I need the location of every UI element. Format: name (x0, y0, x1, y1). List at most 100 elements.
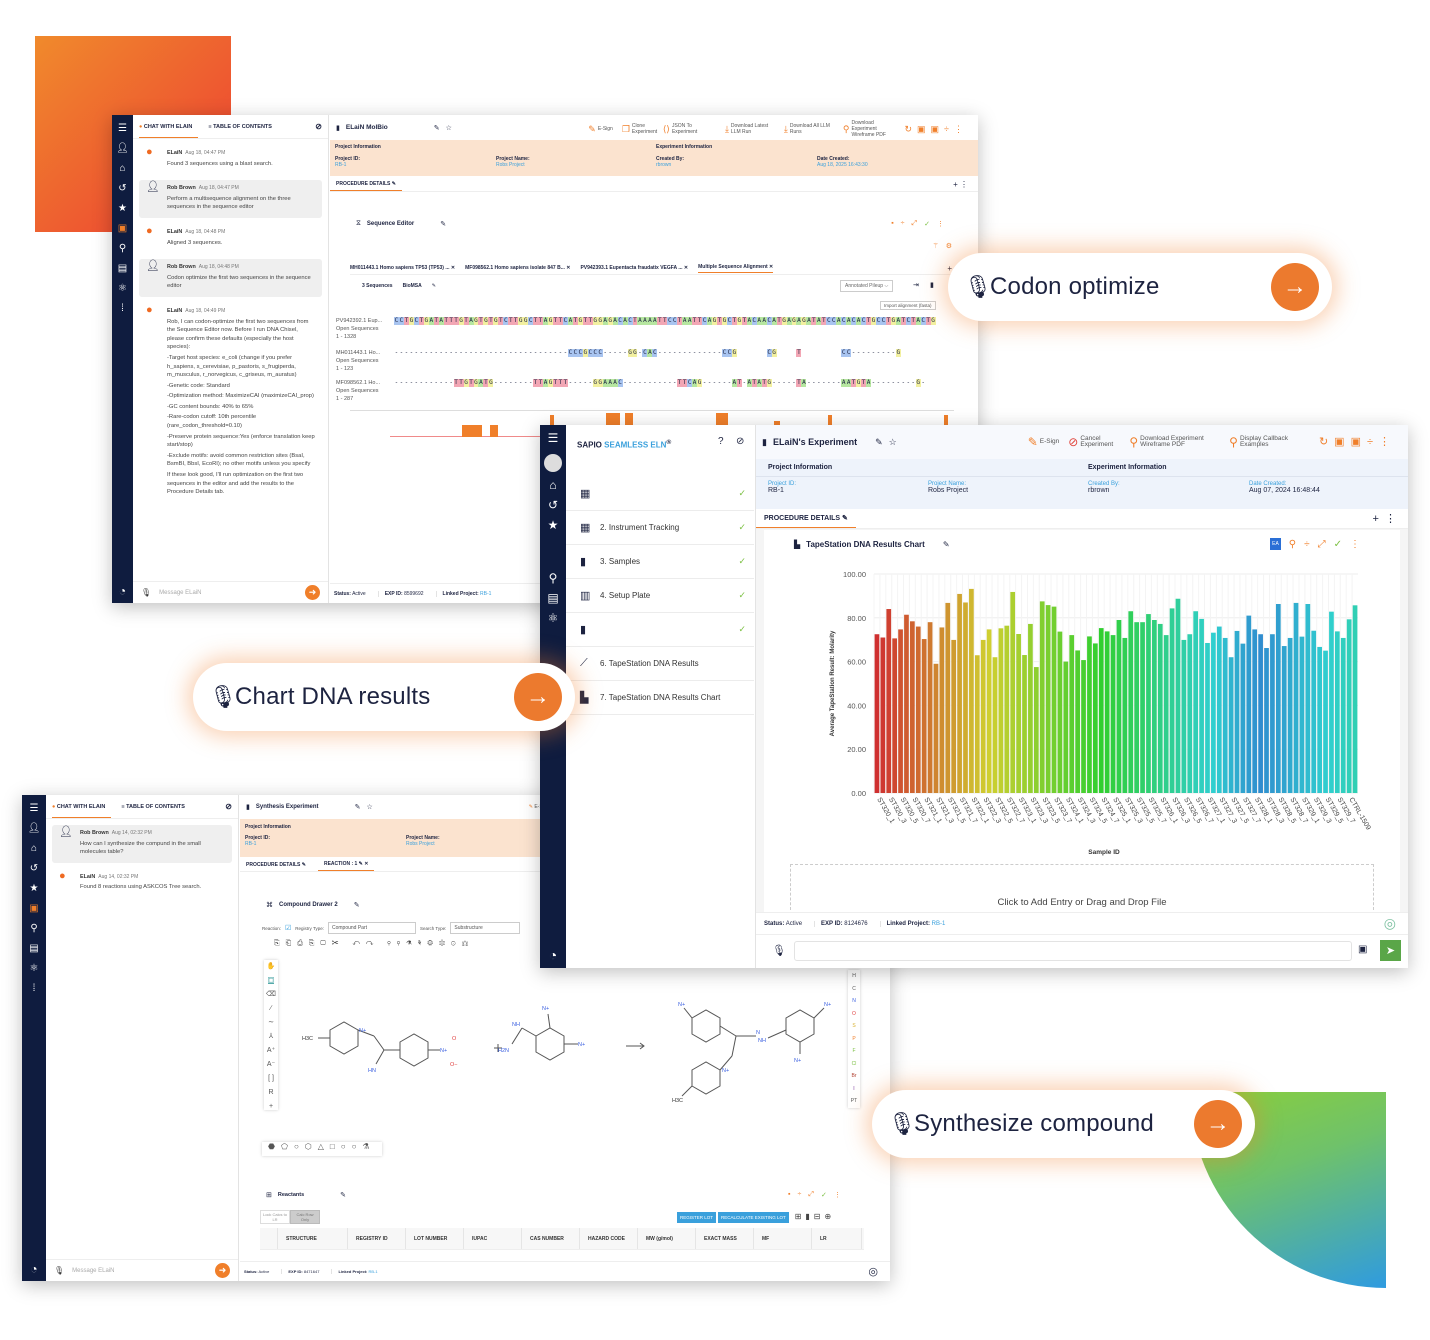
bar[interactable] (939, 627, 945, 793)
bar[interactable] (1193, 611, 1199, 793)
toolbar-button[interactable]: ❐ Clone Experiment (622, 123, 657, 135)
tab-toc[interactable]: ≡ TABLE OF CONTENTS (121, 803, 185, 810)
apps-icon[interactable]: ⁞ (32, 983, 36, 994)
comment-icon[interactable]: ▪ (788, 1191, 791, 1198)
user-avatar-icon[interactable]: ◎ (1383, 915, 1396, 931)
star-icon[interactable]: ★ (547, 518, 559, 532)
bar[interactable] (1234, 630, 1240, 793)
bar[interactable] (1305, 604, 1311, 793)
bar[interactable] (927, 622, 933, 793)
bar[interactable] (980, 639, 986, 793)
tab-chat[interactable]: ● CHAT WITH ELAIN (52, 796, 112, 818)
bar[interactable] (998, 628, 1004, 793)
atom-button[interactable]: N (852, 998, 856, 1004)
reaction-checkbox[interactable]: ☑ (285, 925, 292, 932)
atom-button[interactable]: I (853, 1085, 855, 1092)
bar[interactable] (1016, 634, 1021, 793)
toolbar-button[interactable]: ⟨⟩ JSON To Experiment (663, 123, 716, 135)
column-header[interactable]: CAS NUMBER (522, 1228, 580, 1249)
menu-icon[interactable]: ☰ (29, 803, 39, 814)
bar[interactable] (1004, 625, 1010, 793)
bar[interactable] (1010, 591, 1016, 793)
atom-button[interactable]: C (852, 985, 856, 992)
toolbar-button[interactable]: ⚲ Download Experiment Wireframe PDF (843, 120, 896, 138)
bar[interactable] (1092, 643, 1098, 793)
bar[interactable] (1134, 622, 1140, 793)
mic-icon[interactable]: 🎙︎ (772, 945, 786, 957)
more-icon[interactable]: ⋮ (1350, 538, 1360, 550)
bar[interactable] (1281, 646, 1287, 793)
bar[interactable] (1258, 634, 1263, 793)
registry-type-input[interactable]: Compound Part (327, 922, 416, 934)
bar[interactable] (1104, 631, 1110, 793)
bar[interactable] (1317, 646, 1322, 793)
bar[interactable] (1163, 635, 1169, 793)
bar[interactable] (1039, 601, 1045, 793)
column-header[interactable]: EXACT MASS (696, 1228, 754, 1249)
home-icon[interactable]: ⌂ (119, 163, 126, 174)
comment-icon[interactable]: ▪ (891, 220, 894, 227)
bar[interactable] (886, 609, 892, 793)
bar[interactable] (892, 638, 898, 793)
bar[interactable] (1022, 655, 1027, 793)
check-icon[interactable]: ✓ (820, 1192, 827, 1199)
user-avatar-icon[interactable]: ◎ (868, 1266, 878, 1278)
edit-icon[interactable]: ✎ (353, 902, 360, 909)
user-icon[interactable]: 👤︎ (27, 823, 41, 834)
tab-procedure-details[interactable]: PROCEDURE DETAILS ✎ (756, 509, 856, 528)
bar[interactable] (921, 639, 927, 793)
atom-button[interactable]: O (852, 1010, 856, 1017)
dropzone[interactable]: Click to Add Entry or Drag and Drop File (790, 864, 1374, 910)
tab-toc[interactable]: ≡ TABLE OF CONTENTS (208, 123, 272, 130)
atom-icon[interactable]: ⚛ (547, 611, 559, 625)
bar[interactable] (1252, 629, 1258, 793)
toolbar-icons[interactable]: ↻▣▣÷⋮ (1318, 436, 1396, 448)
edit-icon[interactable]: ✎ (875, 436, 883, 447)
add-tab-icon[interactable]: + ⋮ (1372, 513, 1396, 525)
bar[interactable] (1122, 637, 1128, 793)
bar[interactable] (1228, 657, 1234, 793)
bar[interactable] (945, 602, 951, 793)
atom-icon[interactable]: ⚛ (118, 283, 127, 294)
callback-icon[interactable]: ⚲ (1288, 538, 1297, 550)
column-header[interactable]: REGISTRY ID (348, 1228, 406, 1249)
bar[interactable] (874, 634, 880, 793)
bar[interactable] (974, 655, 980, 793)
close-icon[interactable]: ✕ (682, 265, 689, 271)
bar[interactable] (1128, 611, 1134, 793)
star-icon[interactable]: ★ (118, 203, 127, 214)
avatar[interactable] (544, 454, 562, 472)
project-id-link[interactable]: RB-1 (245, 841, 257, 847)
bar[interactable] (1051, 606, 1057, 793)
more-icon[interactable]: ⋮ (833, 1192, 841, 1199)
expand-icon[interactable]: ⤢ (1317, 538, 1326, 550)
bar[interactable] (951, 639, 957, 793)
tab-procedure-details[interactable]: PROCEDURE DETAILS ✎ (330, 178, 402, 191)
recalculate-lot-button[interactable]: RECALCULATE EXISTING LOT (718, 1212, 789, 1223)
favorite-icon[interactable]: ☆ (445, 124, 452, 132)
bar[interactable] (1057, 631, 1063, 793)
edit-icon[interactable]: ✎ (440, 221, 447, 228)
bar[interactable] (1098, 628, 1104, 793)
bar[interactable] (1275, 604, 1281, 793)
send-button[interactable]: ➤ (1380, 940, 1401, 961)
export-icon[interactable]: ⇥ (913, 282, 919, 289)
bar[interactable] (1146, 614, 1151, 793)
search-icon[interactable]: ⚲ (30, 923, 38, 934)
add-sequence-icon[interactable]: + (947, 263, 952, 273)
collapse-icon[interactable]: ⊘ (225, 802, 232, 811)
expand-icon[interactable]: ⤢ (911, 220, 918, 227)
favorite-icon[interactable]: ☆ (888, 436, 897, 447)
toolbar-button[interactable]: ⚲ Display Callback Examples (1229, 435, 1310, 448)
check-icon[interactable]: ✓ (924, 221, 930, 228)
bar[interactable] (904, 614, 909, 793)
column-header[interactable]: LOT NUMBER (406, 1228, 464, 1249)
bar[interactable] (992, 657, 998, 793)
column-header[interactable]: HAZARD CODE (580, 1228, 638, 1249)
bar[interactable] (1069, 635, 1075, 793)
bar[interactable] (1152, 619, 1157, 793)
command-input[interactable] (794, 941, 1352, 961)
bar[interactable] (1075, 650, 1080, 793)
bar[interactable] (1181, 639, 1187, 793)
project-id-link[interactable]: RB-1 (335, 162, 347, 168)
